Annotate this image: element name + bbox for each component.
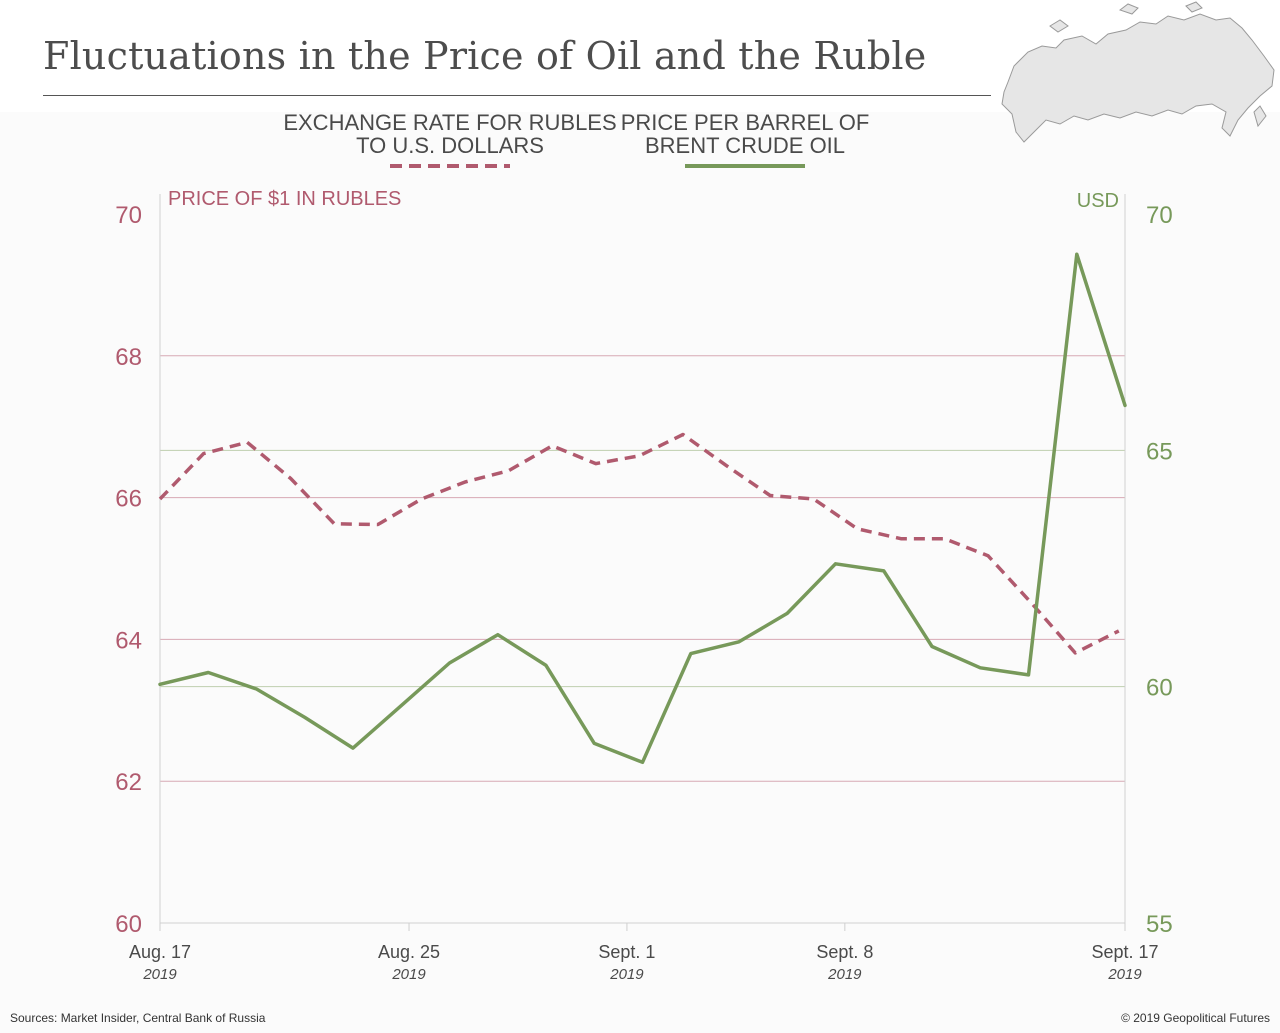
left-tick-label: 62 — [115, 769, 142, 796]
left-tick-label: 60 — [115, 911, 142, 938]
right-tick-label: 65 — [1146, 438, 1173, 465]
x-tick-sublabel: 2019 — [142, 966, 177, 983]
x-tick-sublabel: 2019 — [609, 966, 644, 983]
right-tick-label: 55 — [1146, 911, 1173, 938]
x-tick-label: Aug. 25 — [378, 942, 440, 962]
left-tick-label: 70 — [115, 202, 142, 229]
x-tick-label: Sept. 1 — [598, 942, 655, 962]
legend-label: EXCHANGE RATE FOR RUBLES — [283, 110, 616, 135]
left-axis-title: PRICE OF $1 IN RUBLES — [168, 188, 401, 210]
left-tick-label: 68 — [115, 344, 142, 371]
x-tick-label: Aug. 17 — [129, 942, 191, 962]
legend-label: BRENT CRUDE OIL — [645, 133, 845, 158]
legend-label: PRICE PER BARREL OF — [621, 110, 870, 135]
legend-label: TO U.S. DOLLARS — [356, 133, 544, 158]
x-tick-label: Sept. 8 — [816, 942, 873, 962]
copyright-note: © 2019 Geopolitical Futures — [1121, 1011, 1270, 1025]
series-line-oil — [158, 252, 1127, 765]
plot-background — [0, 112, 1280, 1033]
russia-map-icon — [1001, 1, 1275, 143]
x-tick-sublabel: 2019 — [1107, 966, 1142, 983]
title-divider — [43, 95, 991, 96]
right-tick-label: 70 — [1146, 202, 1173, 229]
sources-note: Sources: Market Insider, Central Bank of… — [10, 1011, 266, 1025]
right-axis-title: USD — [1077, 190, 1119, 212]
right-tick-label: 60 — [1146, 675, 1173, 702]
x-tick-label: Sept. 17 — [1091, 942, 1158, 962]
series-line-ruble — [158, 432, 1120, 655]
page-title: Fluctuations in the Price of Oil and the… — [43, 34, 927, 78]
left-tick-label: 64 — [115, 627, 142, 654]
x-tick-sublabel: 2019 — [391, 966, 426, 983]
left-tick-label: 66 — [115, 486, 142, 513]
x-tick-sublabel: 2019 — [827, 966, 862, 983]
